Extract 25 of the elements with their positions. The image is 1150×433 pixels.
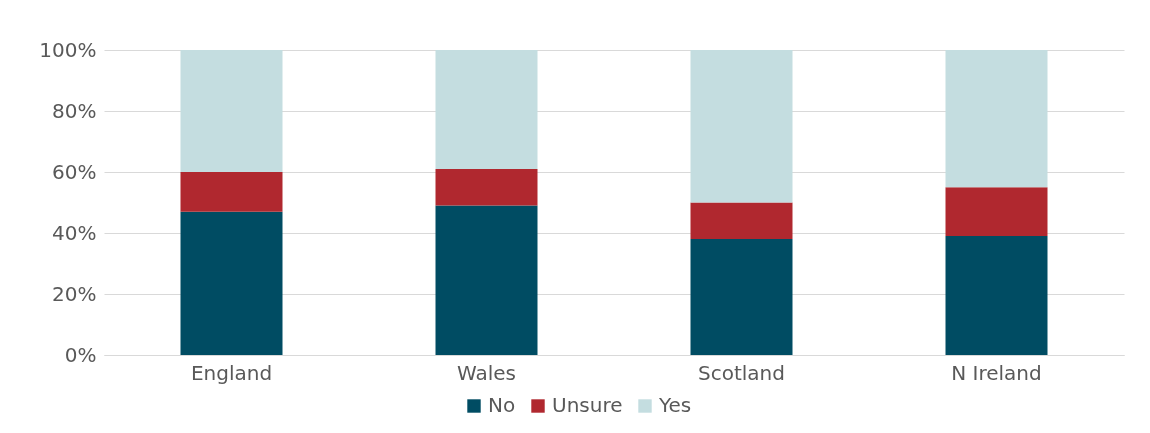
- bar: [180, 211, 283, 355]
- y-tick-label: 80%: [52, 98, 97, 123]
- legend-label: Yes: [658, 393, 692, 417]
- x-tick-label: England: [190, 360, 273, 385]
- y-tick-label: 40%: [52, 220, 97, 245]
- bar: [180, 50, 283, 172]
- bar: [945, 50, 1048, 188]
- y-tick-label: 0%: [64, 342, 97, 367]
- x-tick-label: Wales: [456, 360, 517, 385]
- bar: [945, 236, 1048, 355]
- bar: [690, 50, 793, 203]
- bar: [690, 239, 793, 355]
- bar: [180, 172, 283, 212]
- bar: [435, 50, 538, 169]
- y-tick-label: 60%: [52, 159, 97, 184]
- bar: [945, 187, 1048, 237]
- legend-label: No: [488, 393, 516, 417]
- bar: [435, 168, 538, 206]
- bar: [435, 205, 538, 355]
- bar: [690, 202, 793, 240]
- legend-label: Unsure: [552, 393, 623, 417]
- y-tick-label: 100%: [39, 37, 97, 62]
- x-tick-label: N Ireland: [951, 360, 1042, 385]
- y-tick-label: 20%: [52, 281, 97, 306]
- x-tick-label: Scotland: [698, 360, 785, 385]
